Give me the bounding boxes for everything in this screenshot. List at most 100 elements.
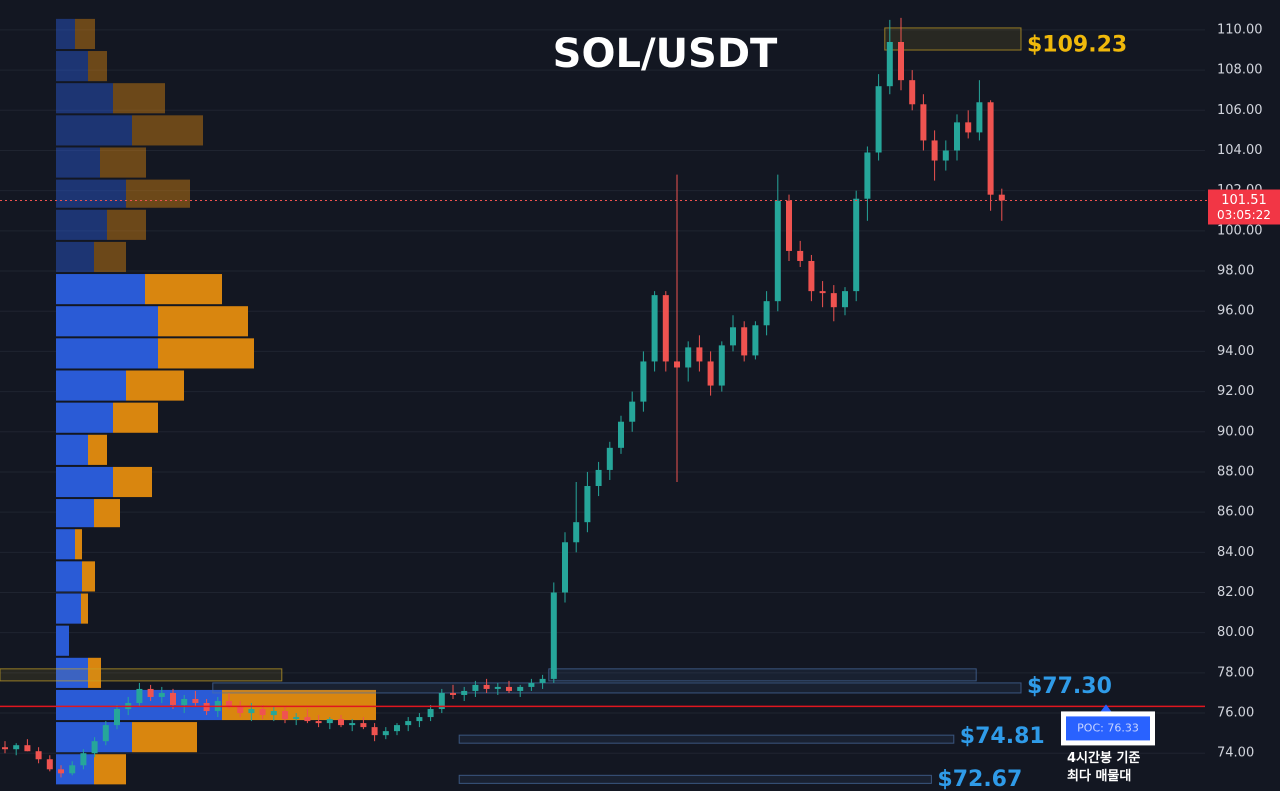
candle-body xyxy=(438,692,445,710)
candle-body xyxy=(763,301,770,326)
candle-body xyxy=(618,421,624,448)
candle-body xyxy=(875,86,882,153)
candle-body xyxy=(640,361,647,402)
candle-body xyxy=(181,698,188,706)
candle-body xyxy=(360,723,367,728)
candle-body xyxy=(920,104,927,141)
candle-body xyxy=(494,686,501,689)
candle-body xyxy=(752,325,759,356)
sell-volume xyxy=(81,593,88,624)
zone-label: $72.67 xyxy=(937,767,1022,791)
candle-body xyxy=(506,686,512,691)
candle-body xyxy=(853,198,860,292)
candle-body xyxy=(293,717,300,720)
buy-volume xyxy=(56,306,158,337)
candle-body xyxy=(730,327,736,346)
candle-body xyxy=(584,486,591,523)
candle-body xyxy=(629,401,636,422)
candle-body xyxy=(382,731,389,736)
candle-body xyxy=(326,719,333,724)
candle-body xyxy=(427,709,434,718)
candle-body xyxy=(573,522,580,543)
y-tick-label: 78.00 xyxy=(1217,665,1254,680)
price-zone xyxy=(884,27,1022,51)
sell-volume xyxy=(107,209,146,240)
candle-body xyxy=(987,102,994,195)
candle-body xyxy=(550,592,557,679)
sell-volume xyxy=(88,51,107,82)
candle-body xyxy=(80,753,87,766)
price-tag xyxy=(1208,189,1280,225)
candle-body xyxy=(58,769,64,774)
candle-body xyxy=(91,741,98,754)
y-tick-label: 100.00 xyxy=(1217,223,1263,238)
y-tick-label: 92.00 xyxy=(1217,384,1254,399)
sell-volume xyxy=(126,179,190,208)
y-tick-label: 98.00 xyxy=(1217,264,1254,279)
buy-volume xyxy=(56,370,126,401)
y-tick-label: 80.00 xyxy=(1217,625,1254,640)
buy-volume xyxy=(56,466,113,498)
candle-body xyxy=(707,361,714,386)
sell-volume xyxy=(82,561,95,592)
y-tick-label: 82.00 xyxy=(1217,585,1254,600)
sell-volume xyxy=(113,402,158,433)
zone-label: $109.23 xyxy=(1027,32,1127,57)
buy-volume xyxy=(56,18,75,50)
candle-body xyxy=(248,709,255,714)
y-tick-label: 104.00 xyxy=(1217,143,1263,158)
price-zone xyxy=(458,774,932,784)
grid xyxy=(0,29,1205,754)
poc-pointer xyxy=(1100,704,1112,713)
y-tick-label: 106.00 xyxy=(1217,103,1263,118)
candle-body xyxy=(942,150,949,161)
sell-volume xyxy=(75,529,82,560)
y-tick-label: 96.00 xyxy=(1217,304,1254,319)
candle-body xyxy=(136,688,143,703)
candle-body xyxy=(797,250,804,261)
sell-volume xyxy=(100,147,146,178)
candle-body xyxy=(114,709,120,726)
y-tick-label: 90.00 xyxy=(1217,424,1254,439)
candle-body xyxy=(774,200,781,302)
buy-volume xyxy=(56,529,75,560)
candle-body xyxy=(819,291,826,294)
sell-volume xyxy=(145,274,222,305)
candle-body xyxy=(595,469,602,487)
note-line: 4시간봉 기준 xyxy=(1067,750,1140,766)
buy-volume xyxy=(56,593,81,624)
candle-body xyxy=(842,291,848,308)
sell-volume xyxy=(113,466,152,498)
y-tick-label: 108.00 xyxy=(1217,63,1263,78)
sell-volume xyxy=(94,241,126,273)
buy-volume xyxy=(56,147,100,178)
overlays xyxy=(0,200,1208,708)
candle-body xyxy=(662,295,669,362)
buy-volume xyxy=(56,499,94,528)
candle-body xyxy=(886,41,893,87)
poc-box xyxy=(1066,716,1150,741)
candle-body xyxy=(315,721,322,724)
candle-body xyxy=(2,747,8,750)
buy-volume xyxy=(56,402,113,433)
candle-body xyxy=(998,194,1005,201)
sell-volume xyxy=(222,689,376,721)
y-tick-label: 88.00 xyxy=(1217,464,1254,479)
sell-volume xyxy=(75,18,95,50)
y-tick-label: 74.00 xyxy=(1217,746,1254,761)
poc-label: POC: 76.33 xyxy=(1077,721,1139,734)
y-tick-label: 110.00 xyxy=(1217,22,1263,37)
price-tag-label: 101.51 xyxy=(1221,193,1267,208)
candle-body xyxy=(338,719,344,726)
candle-body xyxy=(965,122,972,133)
candle-body xyxy=(69,765,76,774)
zone-label: $74.81 xyxy=(960,724,1045,749)
y-tick-label: 86.00 xyxy=(1217,505,1254,520)
candle-body xyxy=(237,707,244,714)
candle-body xyxy=(539,678,546,683)
candle-body xyxy=(472,684,479,691)
candle-body xyxy=(741,327,748,356)
buy-volume xyxy=(56,561,82,592)
candle-body xyxy=(808,260,815,292)
